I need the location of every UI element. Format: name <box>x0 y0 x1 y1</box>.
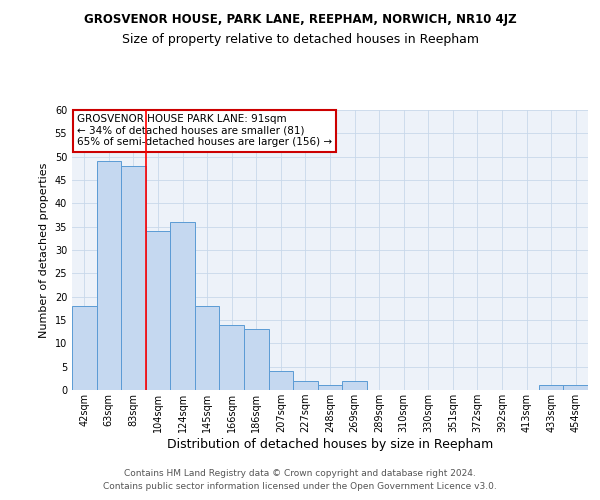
Y-axis label: Number of detached properties: Number of detached properties <box>39 162 49 338</box>
Bar <box>121 166 146 390</box>
Bar <box>293 380 318 390</box>
Text: GROSVENOR HOUSE, PARK LANE, REEPHAM, NORWICH, NR10 4JZ: GROSVENOR HOUSE, PARK LANE, REEPHAM, NOR… <box>83 12 517 26</box>
Text: Size of property relative to detached houses in Reepham: Size of property relative to detached ho… <box>121 32 479 46</box>
Bar <box>195 306 220 390</box>
Bar <box>342 380 367 390</box>
X-axis label: Distribution of detached houses by size in Reepham: Distribution of detached houses by size … <box>167 438 493 451</box>
Bar <box>563 386 588 390</box>
Bar <box>539 386 563 390</box>
Bar <box>220 324 244 390</box>
Text: Contains public sector information licensed under the Open Government Licence v3: Contains public sector information licen… <box>103 482 497 491</box>
Bar <box>97 162 121 390</box>
Bar <box>146 232 170 390</box>
Bar <box>244 330 269 390</box>
Bar <box>318 386 342 390</box>
Bar <box>170 222 195 390</box>
Text: GROSVENOR HOUSE PARK LANE: 91sqm
← 34% of detached houses are smaller (81)
65% o: GROSVENOR HOUSE PARK LANE: 91sqm ← 34% o… <box>77 114 332 148</box>
Text: Contains HM Land Registry data © Crown copyright and database right 2024.: Contains HM Land Registry data © Crown c… <box>124 468 476 477</box>
Bar <box>269 372 293 390</box>
Bar <box>72 306 97 390</box>
